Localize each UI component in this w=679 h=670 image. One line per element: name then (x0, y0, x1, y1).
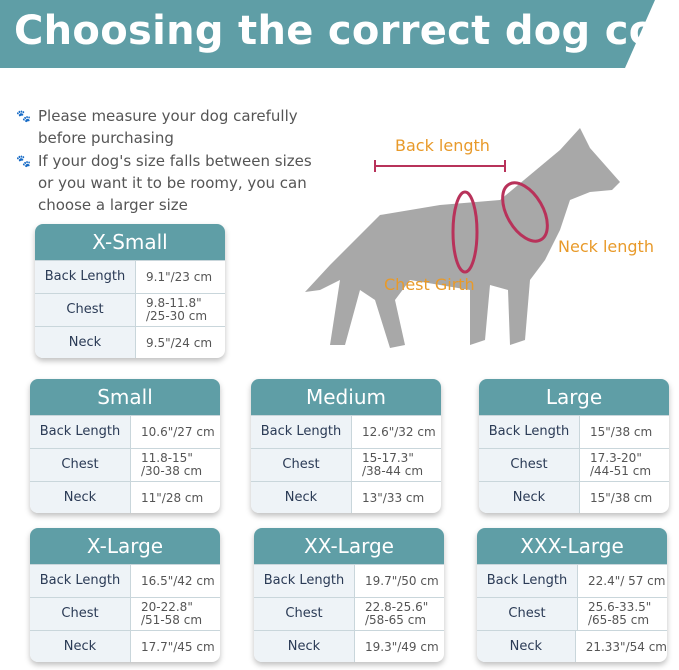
measure-label: Chest (477, 598, 578, 630)
paw-icon: 🐾 (16, 154, 31, 168)
back-length-label: Back length (395, 136, 490, 155)
measure-label: Neck (35, 327, 136, 358)
measure-value: 22.4"/ 57 cm (588, 573, 666, 588)
paw-icon: 🐾 (16, 109, 31, 123)
measure-label: Neck (30, 631, 131, 662)
measure-value: 19.3"/49 cm (365, 639, 439, 654)
measure-value: 17.7"/45 cm (141, 639, 215, 654)
measure-value: 16.5"/42 cm (141, 573, 215, 588)
measure-value: 12.6"/32 cm (362, 424, 436, 439)
row-neck: Neck 15"/38 cm (479, 481, 669, 513)
row-back: Back Length 19.7"/50 cm (254, 564, 444, 597)
neck-length-label: Neck length (558, 237, 654, 256)
size-name: X-Small (35, 224, 225, 260)
size-name: Small (30, 379, 220, 415)
measure-value: 25.6-33.5" /65-85 cm (588, 600, 652, 627)
measure-label: Neck (477, 631, 576, 662)
measure-value: 9.1"/23 cm (146, 269, 213, 284)
title-banner (0, 0, 655, 68)
row-chest: Chest 11.8-15" /30-38 cm (30, 448, 220, 481)
dog-silhouette (305, 128, 620, 348)
measure-value: 10.6"/27 cm (141, 424, 215, 439)
measure-label: Chest (35, 294, 136, 326)
measure-label: Back Length (35, 261, 136, 293)
size-table-x-small: X-Small Back Length 9.1"/23 cm Chest 9.8-11.… (35, 224, 225, 358)
measure-label: Back Length (251, 416, 352, 448)
size-name: Medium (251, 379, 441, 415)
measure-value: 22.8-25.6" /58-65 cm (365, 600, 429, 627)
size-table-small: Small Back Length 10.6"/27 cm Chest 11.8-15"… (30, 379, 220, 513)
measure-value: 9.5"/24 cm (146, 335, 213, 350)
measure-label: Back Length (30, 416, 131, 448)
row-neck: Neck 21.33"/54 cm (477, 630, 667, 662)
measure-value: 19.7"/50 cm (365, 573, 439, 588)
measure-label: Back Length (30, 565, 131, 597)
measure-label: Neck (479, 482, 580, 513)
size-table-x-large: X-Large Back Length 16.5"/42 cm Chest 20-22.… (30, 528, 220, 662)
measure-label: Chest (251, 449, 352, 481)
size-name: Large (479, 379, 669, 415)
measure-label: Neck (30, 482, 131, 513)
measure-label: Back Length (254, 565, 355, 597)
row-neck: Neck 13"/33 cm (251, 481, 441, 513)
measure-label: Neck (251, 482, 352, 513)
size-name: X-Large (30, 528, 220, 564)
row-back: Back Length 15"/38 cm (479, 415, 669, 448)
size-table-xx-large: XX-Large Back Length 19.7"/50 cm Chest 22.8-… (254, 528, 444, 662)
row-chest: Chest 17.3-20" /44-51 cm (479, 448, 669, 481)
measure-value: 13"/33 cm (362, 490, 425, 505)
row-back: Back Length 22.4"/ 57 cm (477, 564, 667, 597)
size-name: XX-Large (254, 528, 444, 564)
chest-girth-label: Chest Girth (384, 275, 475, 294)
measure-value: 17.3-20" /44-51 cm (590, 451, 652, 478)
measure-label: Chest (254, 598, 355, 630)
measure-label: Back Length (477, 565, 578, 597)
measure-label: Neck (254, 631, 355, 662)
size-table-xxx-large: XXX-Large Back Length 22.4"/ 57 cm Chest 25.… (477, 528, 667, 662)
row-neck: Neck 17.7"/45 cm (30, 630, 220, 662)
row-chest: Chest 9.8-11.8" /25-30 cm (35, 293, 225, 326)
row-chest: Chest 15-17.3" /38-44 cm (251, 448, 441, 481)
measure-value: 21.33"/54 cm (585, 639, 667, 654)
measure-label: Back Length (479, 416, 580, 448)
row-back: Back Length 16.5"/42 cm (30, 564, 220, 597)
size-table-large: Large Back Length 15"/38 cm Chest 17.3-20" /… (479, 379, 669, 513)
row-neck: Neck 11"/28 cm (30, 481, 220, 513)
row-chest: Chest 22.8-25.6" /58-65 cm (254, 597, 444, 630)
row-back: Back Length 9.1"/23 cm (35, 260, 225, 293)
measure-value: 9.8-11.8" /25-30 cm (146, 296, 208, 323)
measure-label: Chest (30, 598, 131, 630)
row-back: Back Length 10.6"/27 cm (30, 415, 220, 448)
row-chest: Chest 20-22.8" /51-58 cm (30, 597, 220, 630)
measure-value: 15"/38 cm (590, 424, 653, 439)
size-table-medium: Medium Back Length 12.6"/32 cm Chest 15-17.3… (251, 379, 441, 513)
size-name: XXX-Large (477, 528, 667, 564)
row-neck: Neck 9.5"/24 cm (35, 326, 225, 358)
tip-size: 🐾 If your dog's size falls between sizes … (16, 152, 312, 214)
page-title: Choosing the correct dog coat (14, 8, 679, 54)
row-back: Back Length 12.6"/32 cm (251, 415, 441, 448)
row-chest: Chest 25.6-33.5" /65-85 cm (477, 597, 667, 630)
measure-value: 11.8-15" /30-38 cm (141, 451, 203, 478)
measure-label: Chest (479, 449, 580, 481)
tip-measure: 🐾 Please measure your dog carefully befor… (16, 107, 298, 147)
measure-label: Chest (30, 449, 131, 481)
measure-value: 20-22.8" /51-58 cm (141, 600, 203, 627)
row-neck: Neck 19.3"/49 cm (254, 630, 444, 662)
measure-value: 11"/28 cm (141, 490, 204, 505)
measure-value: 15"/38 cm (590, 490, 653, 505)
measure-value: 15-17.3" /38-44 cm (362, 451, 424, 478)
